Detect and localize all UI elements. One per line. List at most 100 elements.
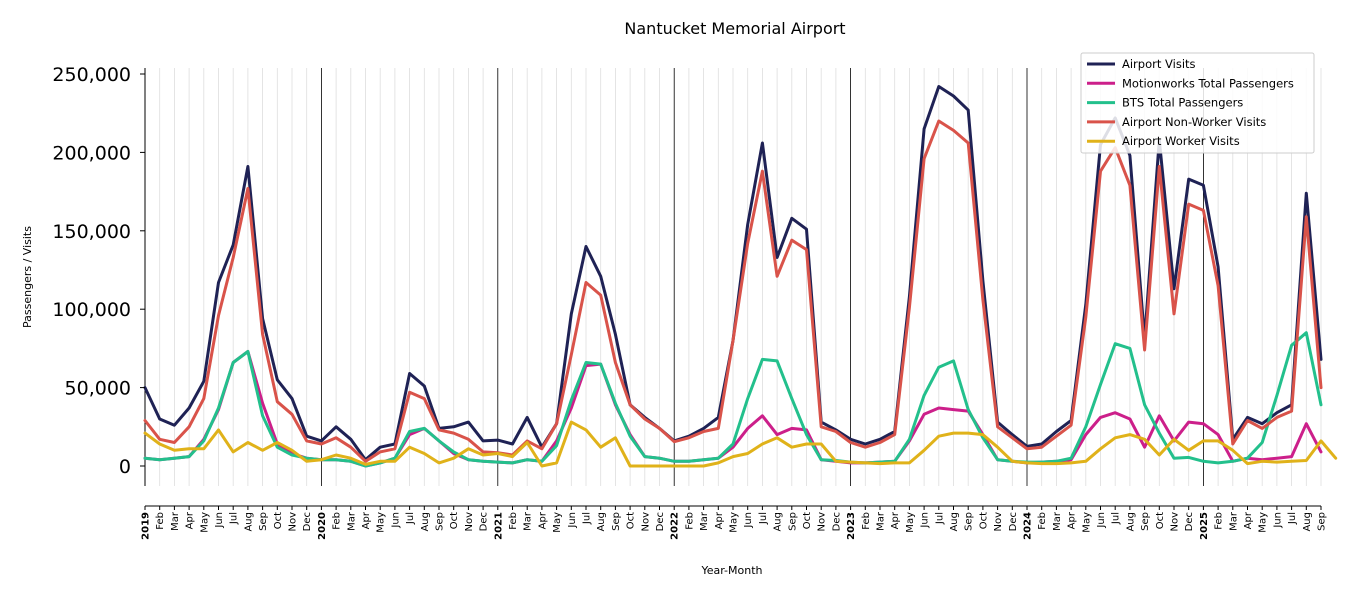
x-tick-month-label: Apr xyxy=(1067,511,1078,529)
x-tick-month-label: Apr xyxy=(537,511,548,529)
x-tick-month-label: Jun xyxy=(567,512,578,529)
x-tick-month-label: Feb xyxy=(684,512,695,530)
x-tick-month-label: Dec xyxy=(1184,512,1195,531)
x-tick-year-label: 2022 xyxy=(670,512,681,540)
x-tick-month-label: May xyxy=(552,512,563,533)
x-tick-year-label: 2024 xyxy=(1023,512,1034,540)
x-tick-month-label: Sep xyxy=(1140,512,1151,531)
x-tick-month-label: Apr xyxy=(361,511,372,529)
x-tick-month-label: Sep xyxy=(258,512,269,531)
x-tick-month-label: Jul xyxy=(582,512,593,525)
y-tick-label: 200,000 xyxy=(52,142,131,164)
x-tick-year-label: 2020 xyxy=(317,512,328,540)
legend-label: Airport Worker Visits xyxy=(1122,134,1240,148)
y-tick-label: 100,000 xyxy=(52,299,131,321)
x-tick-month-label: Mar xyxy=(346,511,357,531)
x-tick-month-label: Oct xyxy=(273,512,284,529)
x-tick-month-label: Feb xyxy=(1037,512,1048,530)
x-tick-month-label: Apr xyxy=(890,511,901,529)
x-tick-month-label: Dec xyxy=(1008,512,1019,531)
series-line-bts-total-passengers xyxy=(143,331,1323,468)
x-tick-month-label: Aug xyxy=(243,512,254,532)
x-tick-month-label: May xyxy=(376,512,387,533)
x-tick-month-label: Jul xyxy=(758,512,769,525)
x-tick-month-label: Nov xyxy=(640,512,651,532)
x-tick-month-label: May xyxy=(199,512,210,533)
x-tick-month-label: Feb xyxy=(1214,512,1225,530)
x-tick-month-label: Jun xyxy=(1096,512,1107,529)
x-tick-month-label: Feb xyxy=(861,512,872,530)
x-tick-month-label: Jul xyxy=(1287,512,1298,525)
x-tick-month-label: Jun xyxy=(920,512,931,529)
x-tick-month-label: Mar xyxy=(1228,511,1239,531)
x-tick-month-label: Aug xyxy=(596,512,607,532)
x-tick-month-label: Jul xyxy=(1111,512,1122,525)
x-tick-month-label: Dec xyxy=(302,512,313,531)
series-line-airport-non-worker-visits xyxy=(143,119,1323,463)
x-tick-month-label: Nov xyxy=(817,512,828,532)
x-tick-month-label: Aug xyxy=(420,512,431,532)
legend-label: BTS Total Passengers xyxy=(1122,96,1243,110)
legend-box xyxy=(1080,52,1315,154)
x-tick-month-label: Jul xyxy=(934,512,945,525)
legend-label: Airport Non-Worker Visits xyxy=(1122,115,1266,129)
x-tick-month-label: Mar xyxy=(1052,511,1063,531)
x-tick-month-label: May xyxy=(905,512,916,533)
x-tick-month-label: Nov xyxy=(1170,512,1181,532)
y-tick-label: 50,000 xyxy=(65,378,131,400)
grid-lines xyxy=(144,68,1322,486)
y-tick-label: 150,000 xyxy=(52,221,131,243)
x-tick-month-label: May xyxy=(1081,512,1092,533)
x-tick-month-label: Aug xyxy=(773,512,784,532)
x-tick-year-label: 2025 xyxy=(1199,512,1210,540)
x-tick-month-label: Mar xyxy=(170,511,181,531)
x-tick-month-label: Apr xyxy=(185,511,196,529)
x-tick-month-label: Jun xyxy=(743,512,754,529)
x-tick-month-label: Oct xyxy=(978,512,989,529)
x-tick-month-label: Sep xyxy=(435,512,446,531)
x-tick-month-label: Jun xyxy=(390,512,401,529)
x-tick-year-label: 2019 xyxy=(141,512,152,540)
y-tick-label: 0 xyxy=(119,456,131,478)
x-tick-month-label: Dec xyxy=(479,512,490,531)
x-tick-year-label: 2023 xyxy=(846,512,857,540)
x-tick-month-label: Feb xyxy=(332,512,343,530)
x-tick-month-label: Oct xyxy=(449,512,460,529)
x-tick-month-label: May xyxy=(729,512,740,533)
x-tick-month-label: Aug xyxy=(949,512,960,532)
x-tick-month-label: Jun xyxy=(1272,512,1283,529)
x-tick-month-label: May xyxy=(1258,512,1269,533)
legend-label: Airport Visits xyxy=(1122,57,1196,71)
x-tick-month-label: Jun xyxy=(214,512,225,529)
x-tick-month-label: Sep xyxy=(1317,512,1328,531)
x-tick-month-label: Nov xyxy=(288,512,299,532)
x-tick-month-label: Sep xyxy=(611,512,622,531)
x-tick-year-label: 2021 xyxy=(493,512,504,540)
y-tick-label: 250,000 xyxy=(52,64,131,86)
x-tick-month-label: Apr xyxy=(1243,511,1254,529)
x-tick-month-label: Aug xyxy=(1302,512,1313,532)
x-tick-month-label: Aug xyxy=(1125,512,1136,532)
legend-label: Motionworks Total Passengers xyxy=(1122,76,1294,90)
x-tick-month-label: Feb xyxy=(155,512,166,530)
x-tick-month-label: Jul xyxy=(405,512,416,525)
x-tick-month-label: Mar xyxy=(523,511,534,531)
x-tick-month-label: Apr xyxy=(714,511,725,529)
x-tick-month-label: Mar xyxy=(699,511,710,531)
chart-title: Nantucket Memorial Airport xyxy=(624,19,845,38)
x-tick-month-label: Dec xyxy=(831,512,842,531)
x-tick-month-label: Nov xyxy=(993,512,1004,532)
x-tick-month-label: Oct xyxy=(1155,512,1166,529)
x-axis-label: Year-Month xyxy=(700,564,762,577)
x-tick-month-label: Feb xyxy=(508,512,519,530)
x-tick-month-label: Sep xyxy=(964,512,975,531)
x-tick-month-label: Mar xyxy=(876,511,887,531)
x-tick-month-label: Oct xyxy=(626,512,637,529)
x-tick-month-label: Sep xyxy=(787,512,798,531)
x-tick-month-label: Nov xyxy=(464,512,475,532)
x-tick-month-label: Oct xyxy=(802,512,813,529)
y-axis-label: Passengers / Visits xyxy=(21,226,34,328)
legend: Airport Visits Motionworks Total Passenge… xyxy=(1080,52,1315,154)
